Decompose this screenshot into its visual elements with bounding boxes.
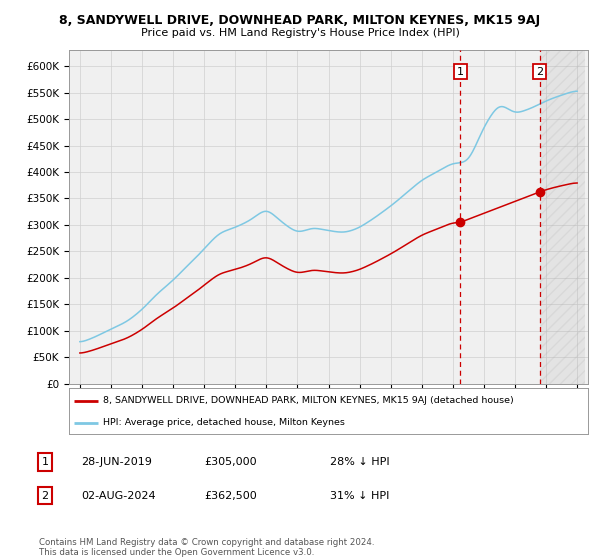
Bar [539, 50, 585, 384]
Text: Contains HM Land Registry data © Crown copyright and database right 2024.
This d: Contains HM Land Registry data © Crown c… [39, 538, 374, 557]
Text: £362,500: £362,500 [204, 491, 257, 501]
Text: 8, SANDYWELL DRIVE, DOWNHEAD PARK, MILTON KEYNES, MK15 9AJ: 8, SANDYWELL DRIVE, DOWNHEAD PARK, MILTO… [59, 14, 541, 27]
Text: 1: 1 [457, 67, 464, 77]
Text: HPI: Average price, detached house, Milton Keynes: HPI: Average price, detached house, Milt… [103, 418, 344, 427]
Text: Price paid vs. HM Land Registry's House Price Index (HPI): Price paid vs. HM Land Registry's House … [140, 28, 460, 38]
Text: 02-AUG-2024: 02-AUG-2024 [81, 491, 155, 501]
Text: 31% ↓ HPI: 31% ↓ HPI [330, 491, 389, 501]
Text: 28-JUN-2019: 28-JUN-2019 [81, 457, 152, 467]
Text: £305,000: £305,000 [204, 457, 257, 467]
Text: 28% ↓ HPI: 28% ↓ HPI [330, 457, 389, 467]
Text: 1: 1 [41, 457, 49, 467]
Text: 2: 2 [536, 67, 543, 77]
Text: 2: 2 [41, 491, 49, 501]
Text: 8, SANDYWELL DRIVE, DOWNHEAD PARK, MILTON KEYNES, MK15 9AJ (detached house): 8, SANDYWELL DRIVE, DOWNHEAD PARK, MILTO… [103, 396, 514, 405]
